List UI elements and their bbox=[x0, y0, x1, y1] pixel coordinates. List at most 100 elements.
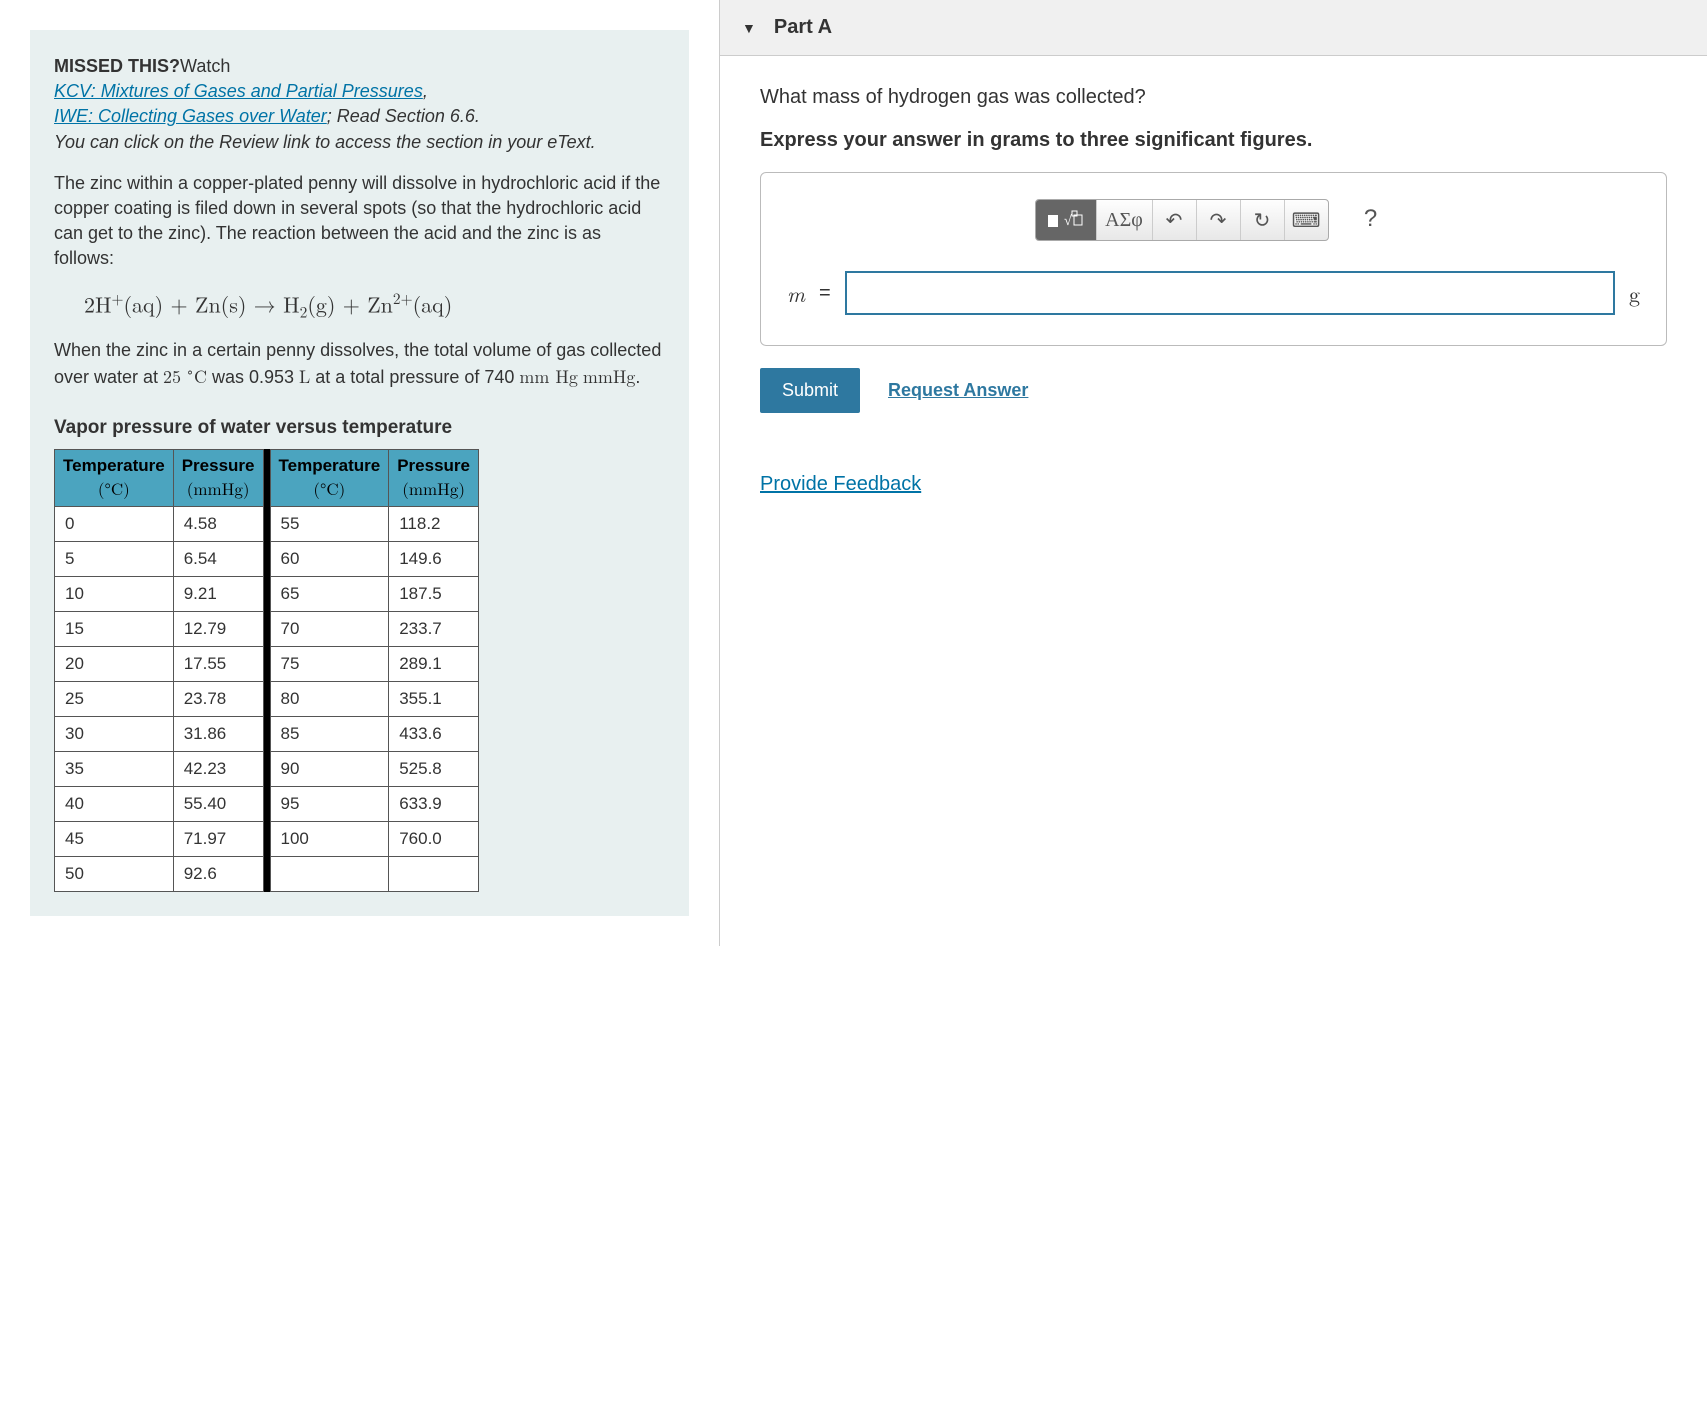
instruction-text: Express your answer in grams to three si… bbox=[760, 129, 1667, 152]
table-row: 95633.9 bbox=[270, 786, 479, 821]
table-cell: 90 bbox=[270, 751, 389, 786]
equals-sign: = bbox=[819, 282, 831, 305]
table-cell: 760.0 bbox=[389, 821, 479, 856]
table-cell: 40 bbox=[55, 786, 174, 821]
missed-label: MISSED THIS? bbox=[54, 56, 180, 76]
answer-unit: g bbox=[1629, 278, 1640, 309]
table-row: 56.54 bbox=[55, 541, 264, 576]
request-answer-link[interactable]: Request Answer bbox=[888, 380, 1028, 401]
table-cell: 80 bbox=[270, 681, 389, 716]
undo-button[interactable]: ↶ bbox=[1152, 200, 1196, 240]
keyboard-button[interactable]: ⌨ bbox=[1284, 200, 1328, 240]
table-cell bbox=[389, 856, 479, 891]
table-title: Vapor pressure of water versus temperatu… bbox=[54, 417, 665, 439]
part-label: Part A bbox=[774, 16, 832, 39]
link-iwe[interactable]: IWE: Collecting Gases over Water bbox=[54, 106, 327, 126]
table-cell: 31.86 bbox=[173, 716, 263, 751]
table-row: 109.21 bbox=[55, 576, 264, 611]
table-cell: 30 bbox=[55, 716, 174, 751]
problem-text-2: When the zinc in a certain penny dissolv… bbox=[54, 338, 665, 390]
info-box: MISSED THIS?Watch KCV: Mixtures of Gases… bbox=[30, 30, 689, 916]
th-temp-left: Temperature(°C) bbox=[55, 449, 174, 506]
table-cell: 15 bbox=[55, 611, 174, 646]
feedback-section: Provide Feedback bbox=[760, 473, 1667, 496]
problem-text-1: The zinc within a copper-plated penny wi… bbox=[54, 171, 665, 272]
answer-box: √ ΑΣφ ↶ ↷ ↻ ⌨ ? m = g bbox=[760, 172, 1667, 346]
table-cell: 60 bbox=[270, 541, 389, 576]
table-row: 04.58 bbox=[55, 506, 264, 541]
read-section: ; Read Section 6.6. bbox=[327, 106, 480, 126]
table-cell: 75 bbox=[270, 646, 389, 681]
table-cell: 0 bbox=[55, 506, 174, 541]
table-cell: 12.79 bbox=[173, 611, 263, 646]
table-row: 1512.79 bbox=[55, 611, 264, 646]
table-cell: 50 bbox=[55, 856, 174, 891]
table-cell: 85 bbox=[270, 716, 389, 751]
table-row: 3542.23 bbox=[55, 751, 264, 786]
table-cell: 525.8 bbox=[389, 751, 479, 786]
table-cell: 5 bbox=[55, 541, 174, 576]
table-row: 75289.1 bbox=[270, 646, 479, 681]
answer-input[interactable] bbox=[845, 271, 1615, 315]
help-button[interactable]: ? bbox=[1349, 199, 1393, 239]
problem-panel: MISSED THIS?Watch KCV: Mixtures of Gases… bbox=[0, 0, 720, 946]
table-row: 2017.55 bbox=[55, 646, 264, 681]
table-cell: 55 bbox=[270, 506, 389, 541]
collapse-icon[interactable]: ▼ bbox=[742, 20, 756, 36]
table-row: 55118.2 bbox=[270, 506, 479, 541]
table-row: 4055.40 bbox=[55, 786, 264, 821]
table-cell: 289.1 bbox=[389, 646, 479, 681]
table-cell: 35 bbox=[55, 751, 174, 786]
answer-panel-column: ▼ Part A What mass of hydrogen gas was c… bbox=[720, 0, 1707, 946]
table-cell: 4.58 bbox=[173, 506, 263, 541]
link-kcv[interactable]: KCV: Mixtures of Gases and Partial Press… bbox=[54, 81, 423, 101]
table-cell: 23.78 bbox=[173, 681, 263, 716]
submit-button[interactable]: Submit bbox=[760, 368, 860, 413]
table-row: 100760.0 bbox=[270, 821, 479, 856]
table-cell: 355.1 bbox=[389, 681, 479, 716]
table-cell: 433.6 bbox=[389, 716, 479, 751]
table-cell: 6.54 bbox=[173, 541, 263, 576]
table-cell: 17.55 bbox=[173, 646, 263, 681]
svg-text:√: √ bbox=[1064, 214, 1072, 229]
pt2-mid2: at a total pressure of 740 bbox=[310, 367, 519, 387]
table-row: 60149.6 bbox=[270, 541, 479, 576]
variable-label: m bbox=[787, 278, 805, 309]
table-cell bbox=[270, 856, 389, 891]
greek-button[interactable]: ΑΣφ bbox=[1096, 200, 1152, 240]
table-row: 70233.7 bbox=[270, 611, 479, 646]
answer-row: m = g bbox=[787, 271, 1640, 315]
templates-button[interactable]: √ bbox=[1036, 200, 1096, 240]
part-a-header[interactable]: ▼ Part A bbox=[720, 0, 1707, 56]
table-cell: 233.7 bbox=[389, 611, 479, 646]
table-cell: 149.6 bbox=[389, 541, 479, 576]
table-cell: 45 bbox=[55, 821, 174, 856]
table-row bbox=[270, 856, 479, 891]
table-row: 80355.1 bbox=[270, 681, 479, 716]
table-cell: 55.40 bbox=[173, 786, 263, 821]
table-cell: 25 bbox=[55, 681, 174, 716]
table-cell: 118.2 bbox=[389, 506, 479, 541]
table-cell: 9.21 bbox=[173, 576, 263, 611]
th-press-right: Pressure(mmHg) bbox=[389, 449, 479, 506]
table-cell: 20 bbox=[55, 646, 174, 681]
redo-button[interactable]: ↷ bbox=[1196, 200, 1240, 240]
provide-feedback-link[interactable]: Provide Feedback bbox=[760, 473, 921, 495]
question-text: What mass of hydrogen gas was collected? bbox=[760, 86, 1667, 109]
table-cell: 71.97 bbox=[173, 821, 263, 856]
submit-row: Submit Request Answer bbox=[760, 368, 1667, 413]
table-cell: 70 bbox=[270, 611, 389, 646]
reaction-equation: 2H+(aq) + Zn(s) → H2(g) + Zn2+(aq) bbox=[84, 288, 665, 323]
pt2-mid: was 0.953 bbox=[207, 367, 299, 387]
table-row: 2523.78 bbox=[55, 681, 264, 716]
table-cell: 65 bbox=[270, 576, 389, 611]
th-temp-right: Temperature(°C) bbox=[270, 449, 389, 506]
watch-label: Watch bbox=[180, 56, 230, 76]
table-row: 85433.6 bbox=[270, 716, 479, 751]
table-cell: 95 bbox=[270, 786, 389, 821]
reset-button[interactable]: ↻ bbox=[1240, 200, 1284, 240]
tool-group: √ ΑΣφ ↶ ↷ ↻ ⌨ bbox=[1035, 199, 1329, 241]
temp-value: 25 bbox=[163, 364, 181, 389]
vp-table-right: Temperature(°C) Pressure(mmHg) 55118.260… bbox=[270, 449, 480, 892]
equation-toolbar: √ ΑΣφ ↶ ↷ ↻ ⌨ ? bbox=[787, 199, 1640, 241]
